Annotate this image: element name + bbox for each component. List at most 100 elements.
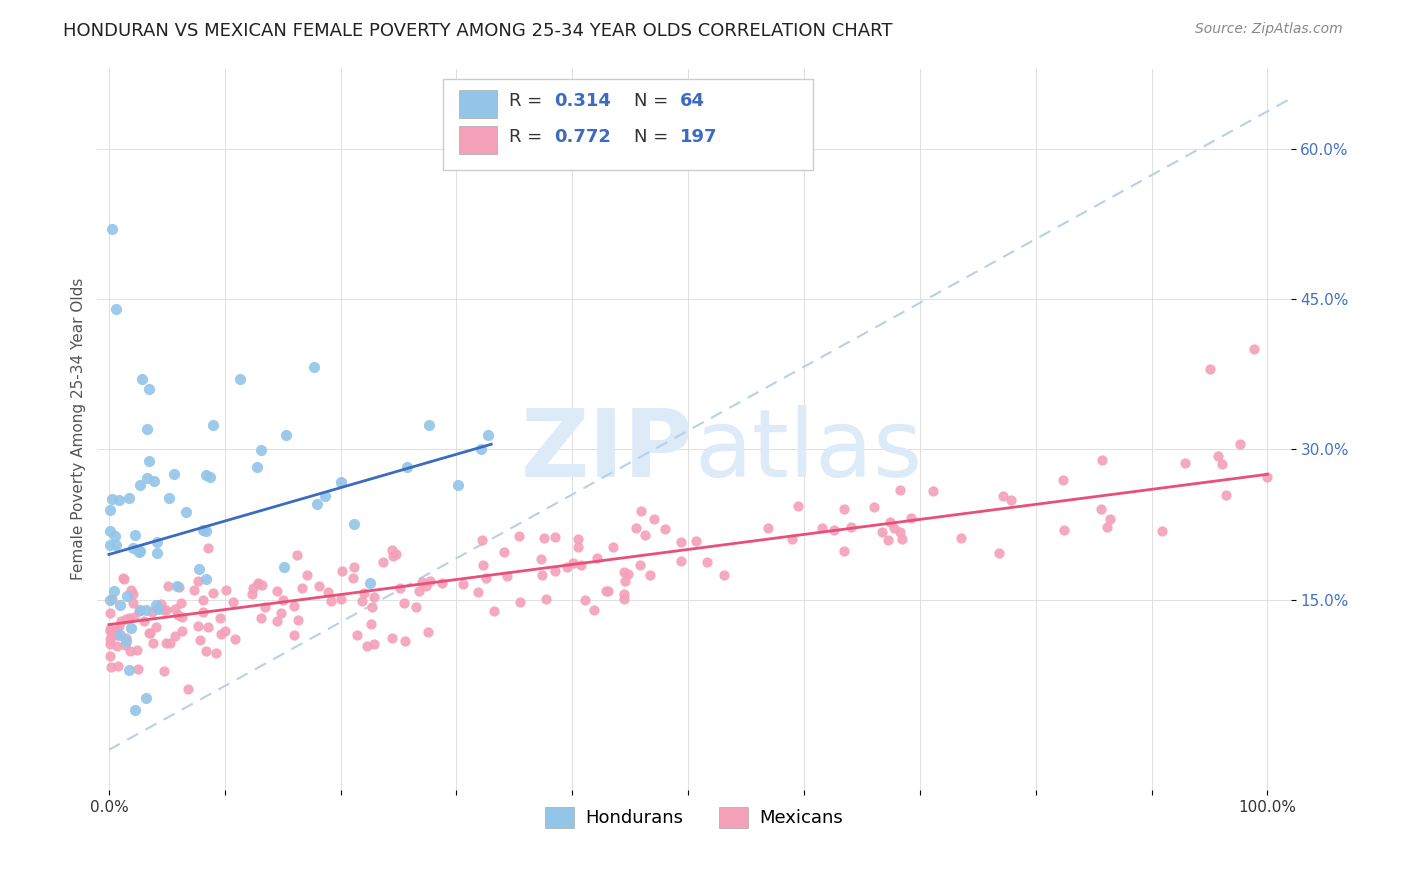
Point: [283, 627, 305, 641]
Point: [145, 620, 167, 634]
Point: [395, 460, 418, 475]
Point: [253, 599, 276, 614]
Text: N =: N =: [634, 92, 675, 110]
Point: [991, 489, 1014, 503]
Point: [900, 511, 922, 525]
Point: [418, 417, 440, 432]
Legend: Hondurans, Mexicans: Hondurans, Mexicans: [538, 800, 849, 835]
Point: [543, 564, 565, 578]
Point: [381, 542, 404, 557]
Point: [98, 632, 121, 646]
Point: [451, 577, 474, 591]
Point: [172, 609, 194, 624]
Point: [360, 599, 382, 614]
Point: [163, 630, 186, 644]
Point: [496, 569, 519, 583]
Point: [115, 631, 138, 645]
Point: [174, 505, 197, 519]
Point: [756, 521, 779, 535]
Point: [135, 471, 157, 485]
Point: [124, 528, 146, 542]
Point: [533, 531, 555, 545]
Point: [194, 524, 217, 538]
Text: 0.772: 0.772: [554, 128, 612, 145]
Point: [1000, 492, 1022, 507]
Point: [195, 644, 218, 658]
Point: [308, 579, 330, 593]
Point: [128, 543, 150, 558]
Point: [153, 603, 176, 617]
Point: [114, 634, 136, 648]
Point: [346, 628, 368, 642]
Point: [100, 524, 122, 538]
Point: [356, 639, 378, 653]
Point: [131, 372, 153, 386]
Text: 197: 197: [679, 128, 717, 145]
Point: [870, 525, 893, 540]
Point: [567, 540, 589, 554]
Point: [127, 662, 149, 676]
Point: [143, 474, 166, 488]
Point: [780, 532, 803, 546]
Point: [624, 521, 647, 535]
Point: [388, 581, 411, 595]
Point: [128, 477, 150, 491]
Point: [118, 644, 141, 658]
Point: [882, 521, 904, 535]
Point: [319, 594, 342, 608]
Point: [98, 502, 121, 516]
Point: [832, 544, 855, 558]
Point: [329, 475, 352, 489]
Point: [832, 501, 855, 516]
Point: [638, 567, 661, 582]
Point: [416, 625, 439, 640]
Point: [122, 596, 145, 610]
Point: [100, 660, 122, 674]
Point: [98, 538, 121, 552]
Point: [240, 587, 263, 601]
Point: [122, 610, 145, 624]
Point: [447, 478, 470, 492]
Point: [141, 605, 163, 619]
Point: [98, 648, 121, 663]
Point: [104, 529, 127, 543]
Point: [135, 422, 157, 436]
Point: [877, 533, 900, 547]
Point: [381, 631, 404, 645]
Point: [879, 515, 901, 529]
Point: [381, 549, 404, 563]
Point: [157, 579, 180, 593]
Point: [316, 585, 339, 599]
Point: [475, 571, 498, 585]
Point: [108, 493, 131, 508]
Point: [654, 522, 676, 536]
Y-axis label: Female Poverty Among 25-34 Year Olds: Female Poverty Among 25-34 Year Olds: [72, 278, 86, 581]
Point: [165, 602, 187, 616]
Point: [103, 583, 125, 598]
Point: [343, 516, 366, 531]
Point: [122, 541, 145, 555]
Point: [152, 664, 174, 678]
Point: [266, 584, 288, 599]
Point: [98, 637, 121, 651]
Point: [411, 574, 433, 589]
Point: [188, 632, 211, 647]
Point: [138, 382, 160, 396]
Point: [1152, 524, 1174, 538]
Point: [246, 576, 269, 591]
Point: [250, 578, 273, 592]
Point: [1091, 452, 1114, 467]
Point: [271, 593, 294, 607]
Point: [415, 579, 437, 593]
Point: [145, 599, 167, 613]
Point: [142, 636, 165, 650]
Point: [194, 467, 217, 482]
Point: [101, 629, 124, 643]
Point: [224, 632, 246, 646]
FancyBboxPatch shape: [458, 90, 498, 119]
Point: [713, 568, 735, 582]
Point: [108, 618, 131, 632]
Point: [155, 636, 177, 650]
Point: [201, 585, 224, 599]
Point: [167, 580, 190, 594]
